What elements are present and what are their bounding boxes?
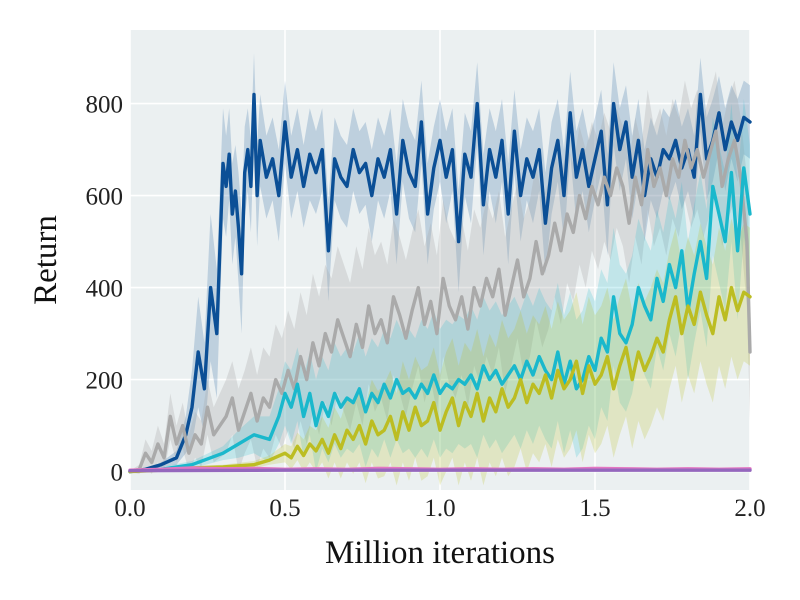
y-tick-label: 0 bbox=[111, 460, 124, 487]
x-tick-label: 1.0 bbox=[424, 495, 455, 522]
x-tick-labels: 0.0 0.5 1.0 1.5 2.0 bbox=[114, 495, 765, 522]
y-tick-label: 600 bbox=[86, 184, 124, 211]
x-tick-label: 2.0 bbox=[734, 495, 765, 522]
y-tick-label: 800 bbox=[86, 92, 124, 119]
series-2-line bbox=[128, 129, 752, 474]
y-axis-title: Return bbox=[28, 215, 64, 305]
series-1-line bbox=[128, 92, 752, 474]
series-6-line bbox=[128, 468, 752, 473]
y-tick-label: 400 bbox=[86, 276, 124, 303]
series-3-line bbox=[128, 166, 752, 474]
series-4-band bbox=[130, 218, 750, 486]
y-tick-labels: 0 200 400 600 800 bbox=[86, 92, 124, 487]
x-tick-label: 0.5 bbox=[269, 495, 300, 522]
series-lines bbox=[128, 92, 752, 474]
x-tick-label: 1.5 bbox=[579, 495, 610, 522]
x-axis-title: Million iterations bbox=[325, 535, 555, 571]
y-tick-label: 200 bbox=[86, 368, 124, 395]
series-2-band bbox=[130, 71, 750, 474]
x-tick-label: 0.0 bbox=[114, 495, 145, 522]
series-4-line bbox=[128, 285, 752, 474]
